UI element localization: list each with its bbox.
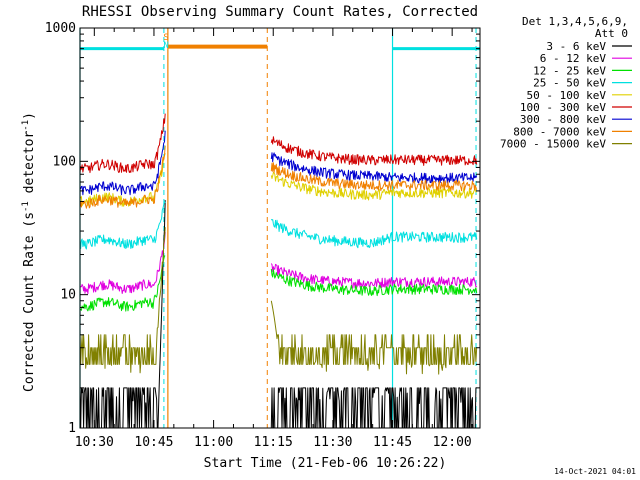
legend-header: Det 1,3,4,5,6,9, <box>522 15 628 28</box>
series-line <box>80 113 478 174</box>
legend-label: 300 - 800 keV <box>520 113 606 126</box>
series-line <box>80 145 478 209</box>
y-tick-label: 10 <box>60 288 76 303</box>
footer-timestamp: 14-Oct-2021 04:01 <box>554 467 636 476</box>
y-tick-label: 1 <box>68 421 76 436</box>
x-axis-label: Start Time (21-Feb-06 10:26:22) <box>204 456 447 471</box>
x-tick-label: 11:30 <box>313 435 352 450</box>
series-line <box>80 152 477 207</box>
y-tick-label: 100 <box>53 154 76 169</box>
legend-label: 50 - 100 keV <box>527 89 607 102</box>
legend-label: 100 - 300 keV <box>520 101 606 114</box>
legend-label: 800 - 7000 keV <box>513 125 606 138</box>
legend-label: 12 - 25 keV <box>533 64 606 77</box>
y-axis-label: Corrected Count Rate (s-1 detector-1) <box>21 112 37 392</box>
x-tick-label: 10:30 <box>75 435 114 450</box>
series-line <box>80 130 478 196</box>
marker-s-label: S <box>163 33 168 43</box>
plot-frame <box>79 27 481 429</box>
y-tick-label: 1000 <box>45 21 76 36</box>
legend-label: 7000 - 15000 keV <box>500 138 606 151</box>
x-tick-label: 11:45 <box>373 435 412 450</box>
status-bars <box>80 44 480 51</box>
series-line <box>80 232 478 295</box>
series-line <box>80 227 478 375</box>
x-tick-label: 11:00 <box>194 435 233 450</box>
chart-title: RHESSI Observing Summary Count Rates, Co… <box>82 4 478 20</box>
legend-label: 6 - 12 keV <box>540 52 607 65</box>
legend-label: 3 - 6 keV <box>546 40 606 53</box>
x-tick-label: 10:45 <box>134 435 173 450</box>
series-line <box>80 201 478 250</box>
axes: 1 10 100 1000 10:30 10:45 11:00 11:15 11:30 11:45… <box>45 21 480 450</box>
marker-n-label: N <box>163 41 168 51</box>
legend-header: Att 0 <box>595 27 628 40</box>
series-line <box>80 255 478 312</box>
x-tick-label: 12:00 <box>433 435 472 450</box>
x-tick-label: 11:15 <box>254 435 293 450</box>
legend-label: 25 - 50 keV <box>533 77 606 90</box>
